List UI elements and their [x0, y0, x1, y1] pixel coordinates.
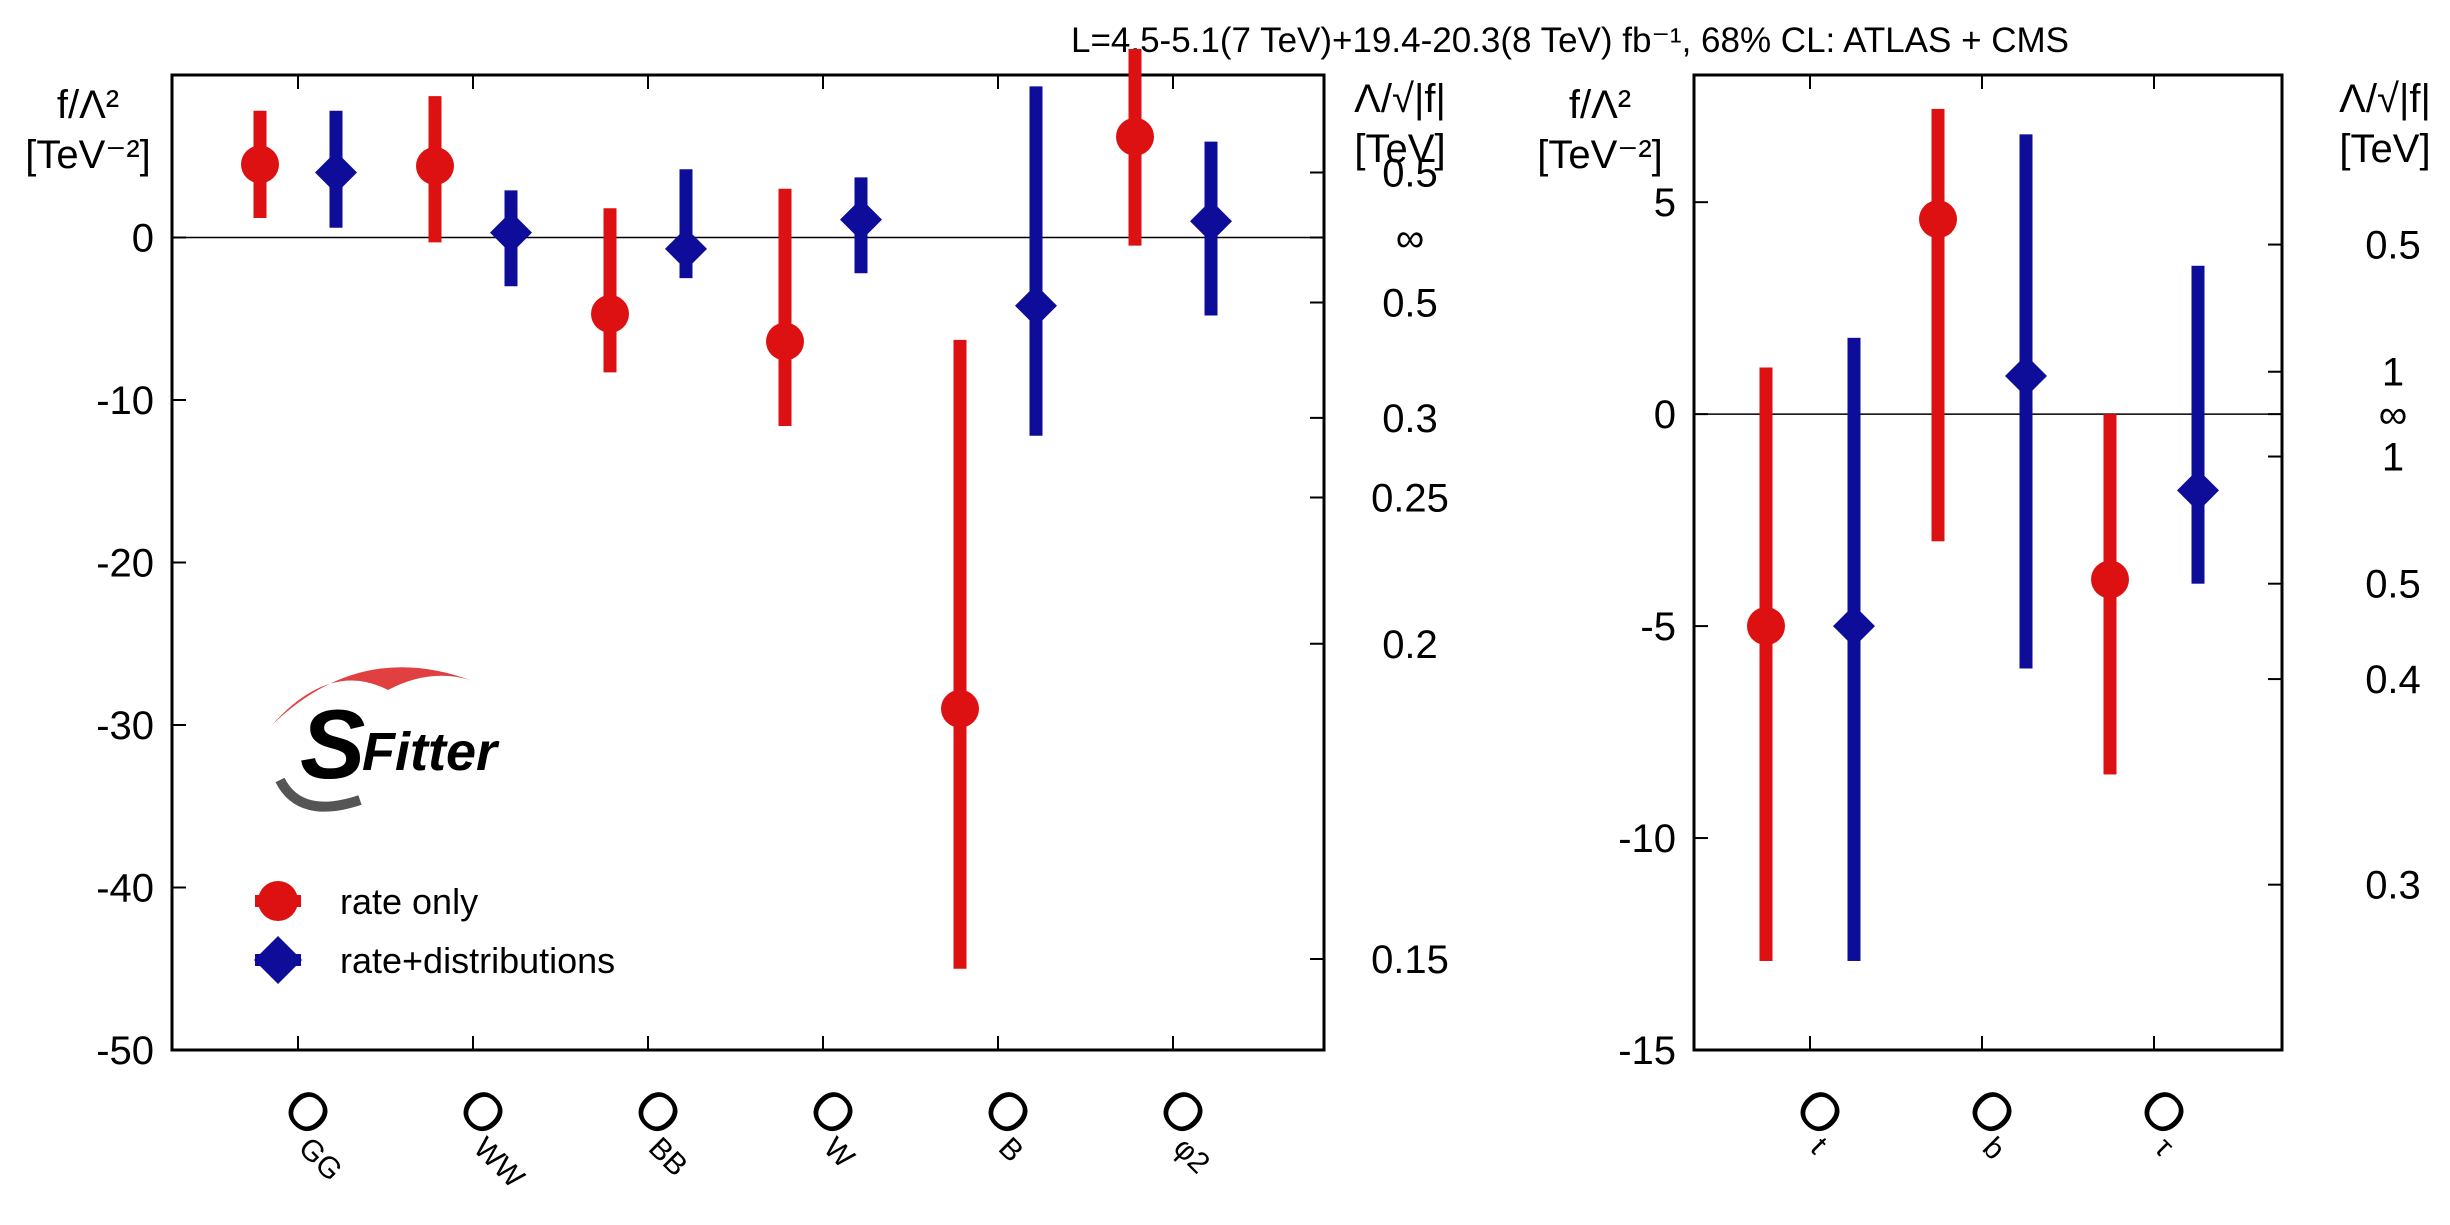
right-errorbar-rate-dist: [2019, 134, 2033, 669]
legend-rate-only-label: rate only: [340, 881, 478, 922]
right-xtick-label: Ot: [1784, 1076, 1856, 1161]
left-y2-axis-label-line1: Λ/√|f|: [1354, 77, 1446, 121]
right-y2tick-label: 1: [2382, 351, 2404, 395]
left-point-rate-only: [1116, 117, 1154, 156]
left-operator-symbol: O: [972, 1076, 1044, 1148]
sfitter-logo: S Fitter: [272, 667, 500, 812]
right-y2-axis-label-line2: [TeV]: [2339, 127, 2430, 171]
left-errorbar-rate-dist: [1029, 86, 1043, 436]
right-point-rate-dist: [2177, 469, 2219, 512]
left-y2tick-label: ∞: [1396, 217, 1425, 261]
logo-shadow: [275, 777, 362, 812]
right-ytick-label: -10: [1618, 817, 1676, 861]
right-y2tick-label: 0.5: [2365, 563, 2421, 607]
right-point-rate-only: [1747, 607, 1785, 646]
right-y2tick-label: ∞: [2379, 393, 2408, 437]
right-errorbar-rate-dist: [2191, 265, 2205, 584]
right-point-rate-only: [1919, 200, 1957, 239]
left-point-rate-dist: [840, 198, 882, 241]
left-point-rate-only: [766, 322, 804, 361]
right-errorbar-rate-dist: [1847, 337, 1861, 961]
left-y-axis-label-line1: f/Λ²: [57, 83, 119, 127]
left-panel: f/Λ² [TeV⁻²] Λ/√|f| [TeV] 0 -10 -20 -30 -40 -…: [25, 49, 1449, 1195]
chart-title: L=4.5-5.1(7 TeV)+19.4-20.3(8 TeV) fb⁻¹, …: [1071, 21, 2069, 60]
logo-fitter: Fitter: [362, 722, 500, 782]
right-xtick-label: Oτ: [2128, 1076, 2200, 1163]
legend: rate only rate+distributions: [254, 881, 615, 984]
left-ytick-label: -10: [96, 379, 154, 423]
legend-rate-only-marker: [258, 881, 298, 921]
left-point-rate-only: [591, 294, 629, 333]
left-y2-axis-label-line2: [TeV]: [1354, 127, 1445, 171]
left-xtick-label: OGG: [272, 1076, 349, 1187]
legend-item-rate-distributions: rate+distributions: [254, 936, 615, 984]
left-point-rate-only: [941, 689, 979, 728]
left-xtick-label: OWW: [447, 1076, 531, 1195]
right-panel: f/Λ² [TeV⁻²] Λ/√|f| [TeV] 5 0 -5 -10 -15 0.5 1…: [1537, 73, 2431, 1166]
right-errorbar-rate-only: [1759, 367, 1773, 961]
right-plot-frame: [1692, 73, 2284, 1052]
left-point-rate-dist: [490, 211, 532, 254]
left-ytick-label: -40: [96, 867, 154, 911]
legend-rate-dist-label: rate+distributions: [340, 940, 615, 981]
left-xtick-label: OW: [797, 1076, 869, 1175]
right-y-axis-label-line2: [TeV⁻²]: [1537, 133, 1663, 177]
right-errorbar-rate-only: [1931, 108, 1945, 542]
left-operator-symbol: O: [272, 1076, 344, 1148]
right-operator-symbol: O: [2128, 1076, 2200, 1148]
legend-item-rate-only: rate only: [255, 881, 478, 922]
left-point-rate-only: [416, 147, 454, 185]
left-point-rate-dist: [315, 151, 357, 194]
right-y2tick-label: 0.4: [2365, 658, 2421, 702]
left-y2tick-label: 0.5: [1382, 152, 1438, 196]
left-operator-symbol: O: [447, 1076, 519, 1148]
right-operator-symbol: O: [1784, 1076, 1856, 1148]
left-point-rate-dist: [665, 227, 707, 270]
right-point-rate-dist: [1833, 605, 1875, 648]
right-point-rate-only: [2091, 560, 2129, 599]
right-y2tick-label: 1: [2382, 436, 2404, 480]
left-xtick-label: OB: [972, 1076, 1044, 1169]
left-errorbar-rate-only: [778, 188, 792, 426]
left-point-rate-dist: [1015, 284, 1057, 327]
right-operator-symbol: O: [1956, 1076, 2028, 1148]
left-point-rate-dist: [1190, 200, 1232, 243]
right-point-rate-dist: [2005, 354, 2047, 397]
left-operator-symbol: O: [797, 1076, 869, 1148]
right-y2tick-label: 0.5: [2365, 224, 2421, 268]
logo-s: S: [300, 689, 365, 799]
left-errorbar-rate-only: [603, 208, 617, 373]
left-y2tick-label: 0.2: [1382, 623, 1438, 667]
right-y2-axis-label-line1: Λ/√|f|: [2339, 77, 2431, 121]
left-ytick-label: 0: [132, 217, 154, 261]
left-xtick-label: OBB: [622, 1076, 694, 1183]
left-y2tick-label: 0.3: [1382, 397, 1438, 441]
left-ytick-label: -30: [96, 704, 154, 748]
left-errorbar-rate-only: [953, 339, 967, 969]
left-y-axis-label-line2: [TeV⁻²]: [25, 133, 151, 177]
right-ytick-label: 5: [1654, 181, 1676, 225]
right-ytick-label: -5: [1640, 605, 1676, 649]
left-operator-symbol: O: [1147, 1076, 1219, 1148]
left-xtick-label: Oφ2: [1147, 1076, 1219, 1180]
left-ytick-label: -50: [96, 1029, 154, 1073]
left-y2tick-label: 0.5: [1382, 282, 1438, 326]
left-y2tick-label: 0.15: [1371, 938, 1449, 982]
logo-swoosh: [272, 667, 470, 725]
right-ytick-label: -15: [1618, 1029, 1676, 1073]
left-ytick-label: -20: [96, 542, 154, 586]
legend-rate-dist-marker: [254, 936, 302, 984]
right-ytick-label: 0: [1654, 393, 1676, 437]
left-y2tick-label: 0.25: [1371, 477, 1449, 521]
right-y2tick-label: 0.3: [2365, 864, 2421, 908]
left-operator-symbol: O: [622, 1076, 694, 1148]
right-xtick-label: Ob: [1956, 1076, 2028, 1166]
right-y-axis-label-line1: f/Λ²: [1569, 83, 1631, 127]
left-point-rate-only: [241, 145, 279, 184]
